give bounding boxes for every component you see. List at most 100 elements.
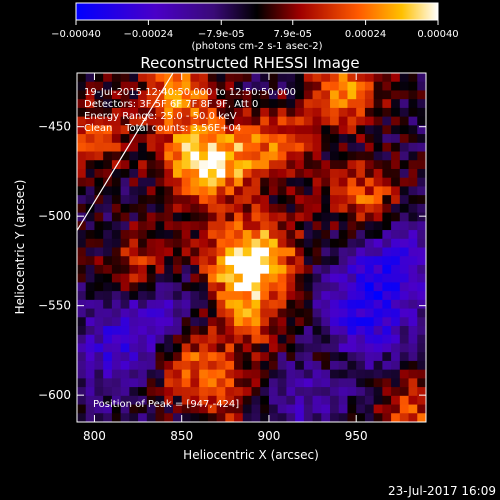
- heatmap-cell: [373, 212, 383, 222]
- heatmap-cell: [234, 387, 244, 397]
- heatmap-cell: [190, 413, 200, 423]
- heatmap-cell: [199, 343, 209, 353]
- heatmap-cell: [356, 273, 366, 283]
- heatmap-cell: [417, 168, 427, 179]
- heatmap-cell: [234, 81, 244, 91]
- heatmap-cell: [181, 378, 191, 388]
- heatmap-cell: [338, 195, 348, 205]
- heatmap-cell: [85, 352, 95, 362]
- heatmap-cell: [303, 247, 314, 257]
- heatmap-cell: [295, 360, 305, 371]
- heatmap-cell: [234, 99, 244, 109]
- colorbar-tick-label: −0.00024: [124, 29, 174, 40]
- heatmap-cell: [164, 369, 174, 379]
- heatmap-cell: [94, 151, 104, 161]
- heatmap-cell: [77, 142, 87, 153]
- heatmap-cell: [155, 256, 165, 266]
- heatmap-cell: [356, 99, 366, 109]
- heatmap-cell: [391, 334, 401, 344]
- heatmap-cell: [155, 160, 165, 170]
- heatmap-cell: [251, 352, 261, 362]
- heatmap-cell: [172, 81, 183, 91]
- heatmap-cell: [103, 177, 113, 187]
- heatmap-cell: [207, 369, 218, 379]
- heatmap-cell: [330, 81, 340, 91]
- heatmap-cell: [155, 352, 165, 362]
- heatmap-cell: [94, 308, 104, 318]
- heatmap-cell: [77, 73, 87, 83]
- heatmap-cell: [268, 352, 279, 362]
- heatmap-cell: [408, 116, 418, 126]
- heatmap-cell: [277, 238, 287, 248]
- heatmap-cell: [338, 413, 348, 423]
- heatmap-cell: [321, 308, 331, 318]
- heatmap-cell: [347, 160, 357, 170]
- heatmap-cell: [347, 264, 357, 275]
- heatmap-cell: [120, 195, 130, 205]
- heatmap-cell: [155, 343, 165, 353]
- heatmap-cell: [199, 387, 209, 397]
- heatmap-cell: [251, 291, 261, 301]
- heatmap-cell: [199, 282, 209, 292]
- heatmap-cell: [277, 168, 287, 179]
- heatmap-cell: [216, 334, 226, 344]
- heatmap-cell: [190, 404, 200, 414]
- heatmap-cell: [164, 308, 174, 318]
- heatmap-cell: [225, 142, 235, 153]
- heatmap-cell: [321, 90, 331, 100]
- heatmap-cell: [207, 99, 218, 109]
- heatmap-cell: [312, 238, 322, 248]
- heatmap-cell: [260, 177, 270, 187]
- heatmap-cell: [356, 168, 366, 179]
- heatmap-cell: [103, 247, 113, 257]
- heatmap-cell: [286, 334, 296, 344]
- heatmap-cell: [77, 195, 87, 205]
- heatmap-cell: [391, 308, 401, 318]
- heatmap-cell: [364, 273, 375, 283]
- heatmap-cell: [242, 352, 252, 362]
- heatmap-cell: [373, 256, 383, 266]
- heatmap-cell: [225, 369, 235, 379]
- heatmap-cell: [138, 343, 148, 353]
- heatmap-cell: [155, 387, 165, 397]
- heatmap-cell: [268, 308, 279, 318]
- heatmap-cell: [268, 334, 279, 344]
- heatmap-cell: [199, 291, 209, 301]
- heatmap-cell: [146, 247, 157, 257]
- heatmap-cell: [146, 273, 157, 283]
- heatmap-cell: [321, 81, 331, 91]
- heatmap-cell: [225, 256, 235, 266]
- heatmap-cell: [251, 238, 261, 248]
- heatmap-cell: [268, 116, 279, 126]
- heatmap-cell: [190, 107, 200, 118]
- heatmap-cell: [391, 142, 401, 153]
- heatmap-cell: [138, 360, 148, 371]
- heatmap-cell: [103, 299, 113, 310]
- heatmap-cell: [172, 186, 183, 196]
- colorbar-tick-label: 0.00024: [345, 29, 386, 40]
- heatmap-cell: [120, 142, 130, 153]
- heatmap-cell: [303, 334, 314, 344]
- heatmap-cell: [356, 334, 366, 344]
- heatmap-cell: [286, 360, 296, 371]
- heatmap-cell: [103, 395, 113, 406]
- heatmap-cell: [417, 413, 427, 423]
- heatmap-cell: [216, 73, 226, 83]
- heatmap-cell: [268, 247, 279, 257]
- heatmap-cell: [85, 343, 95, 353]
- heatmap-cell: [417, 212, 427, 222]
- heatmap-cell: [103, 238, 113, 248]
- heatmap-cell: [417, 142, 427, 153]
- heatmap-cell: [172, 317, 183, 327]
- heatmap-cell: [399, 107, 410, 118]
- heatmap-cell: [347, 116, 357, 126]
- heatmap-cell: [399, 282, 410, 292]
- heatmap-cell: [330, 404, 340, 414]
- heatmap-cell: [199, 256, 209, 266]
- heatmap-cell: [111, 186, 122, 196]
- heatmap-cell: [94, 90, 104, 100]
- heatmap-cell: [111, 343, 122, 353]
- heatmap-cell: [277, 343, 287, 353]
- heatmap-cell: [277, 142, 287, 153]
- heatmap-cell: [260, 134, 270, 144]
